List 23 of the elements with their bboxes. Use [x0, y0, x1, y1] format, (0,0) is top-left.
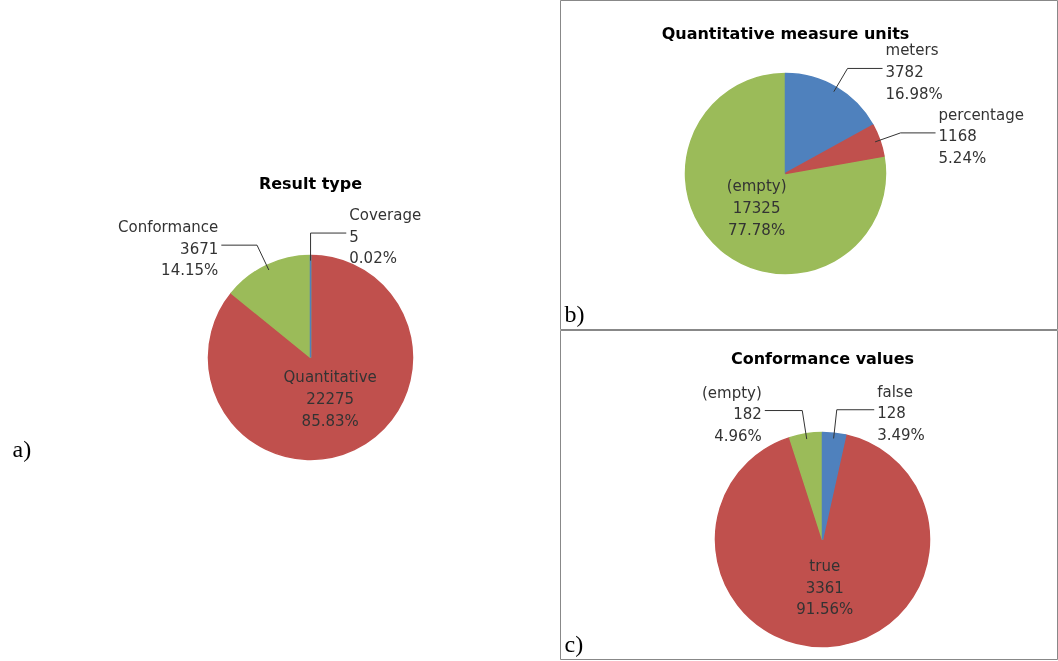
data-label: 1168 5.24%	[938, 127, 987, 168]
chart-title: Quantitative measure units	[661, 24, 910, 43]
chart-title: Result type	[258, 174, 363, 193]
data-label: 182 4.96%	[714, 405, 762, 445]
slice-label: percentage	[938, 105, 1024, 124]
slice-label: Conformance	[118, 218, 219, 237]
slice-label: Coverage	[349, 206, 422, 225]
slice-label: false	[877, 382, 913, 401]
text: a)	[12, 435, 32, 462]
data-label: 3671 14.15%	[161, 239, 219, 280]
slice-label: Quantitative	[283, 368, 377, 387]
slice-label: meters	[885, 41, 939, 60]
chart-title: Conformance values	[730, 349, 915, 368]
data-label: 5 0.02%	[349, 227, 397, 268]
text: b)	[564, 300, 585, 327]
data-label: 17325 77.78%	[727, 198, 786, 239]
slice-label: (empty)	[701, 383, 762, 402]
data-label: 128 3.49%	[877, 404, 925, 444]
text: c)	[564, 630, 584, 657]
data-label: 22275 85.83%	[301, 389, 359, 430]
data-label: 3361 91.56%	[796, 578, 854, 619]
slice-label: (empty)	[726, 177, 787, 196]
slice-label: true	[809, 557, 841, 575]
